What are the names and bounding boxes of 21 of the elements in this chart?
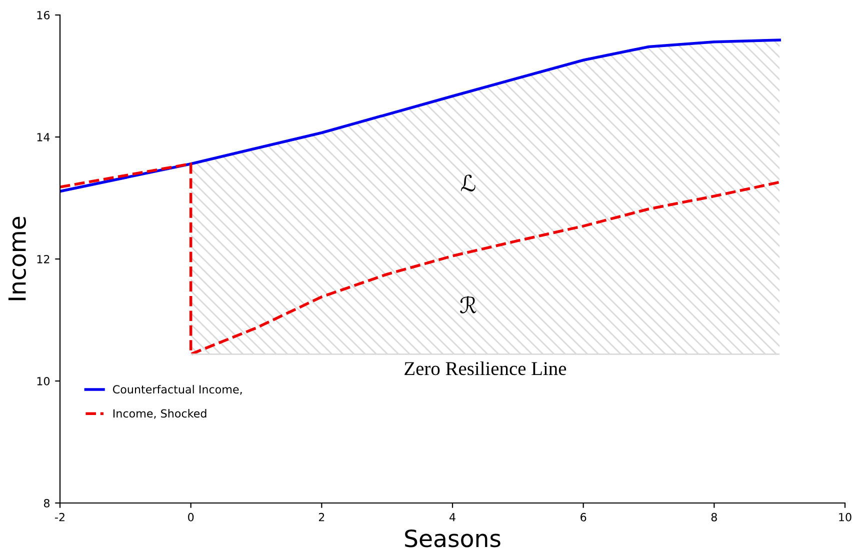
y-tick-label: 14 (37, 133, 50, 142)
x-tick-label: 2 (318, 512, 324, 522)
annotation: ℒ (460, 174, 476, 192)
y-tick-label: 8 (44, 498, 50, 508)
annotation: ℛ (460, 296, 476, 314)
x-tick-label: 6 (580, 512, 586, 522)
ref-line-label: Zero Resilience Line (404, 361, 566, 376)
x-tick-label: 10 (839, 512, 852, 522)
x-tick-label: 0 (188, 512, 194, 522)
line-series (60, 38, 781, 193)
legend-label: Counterfactual Income, (112, 384, 242, 395)
x-tick-label: 4 (450, 513, 456, 522)
x-axis-title: Seasons (405, 529, 500, 548)
y-tick-label: 16 (37, 10, 50, 20)
y-tick-label: 12 (37, 254, 50, 264)
y-axis-title: Income (8, 216, 26, 300)
y-tick-label: 10 (37, 376, 50, 386)
x-tick-label: 8 (711, 512, 717, 522)
legend-label: Income, Shocked (113, 409, 206, 419)
x-tick-label: -2 (55, 512, 64, 522)
line-series (60, 162, 781, 356)
